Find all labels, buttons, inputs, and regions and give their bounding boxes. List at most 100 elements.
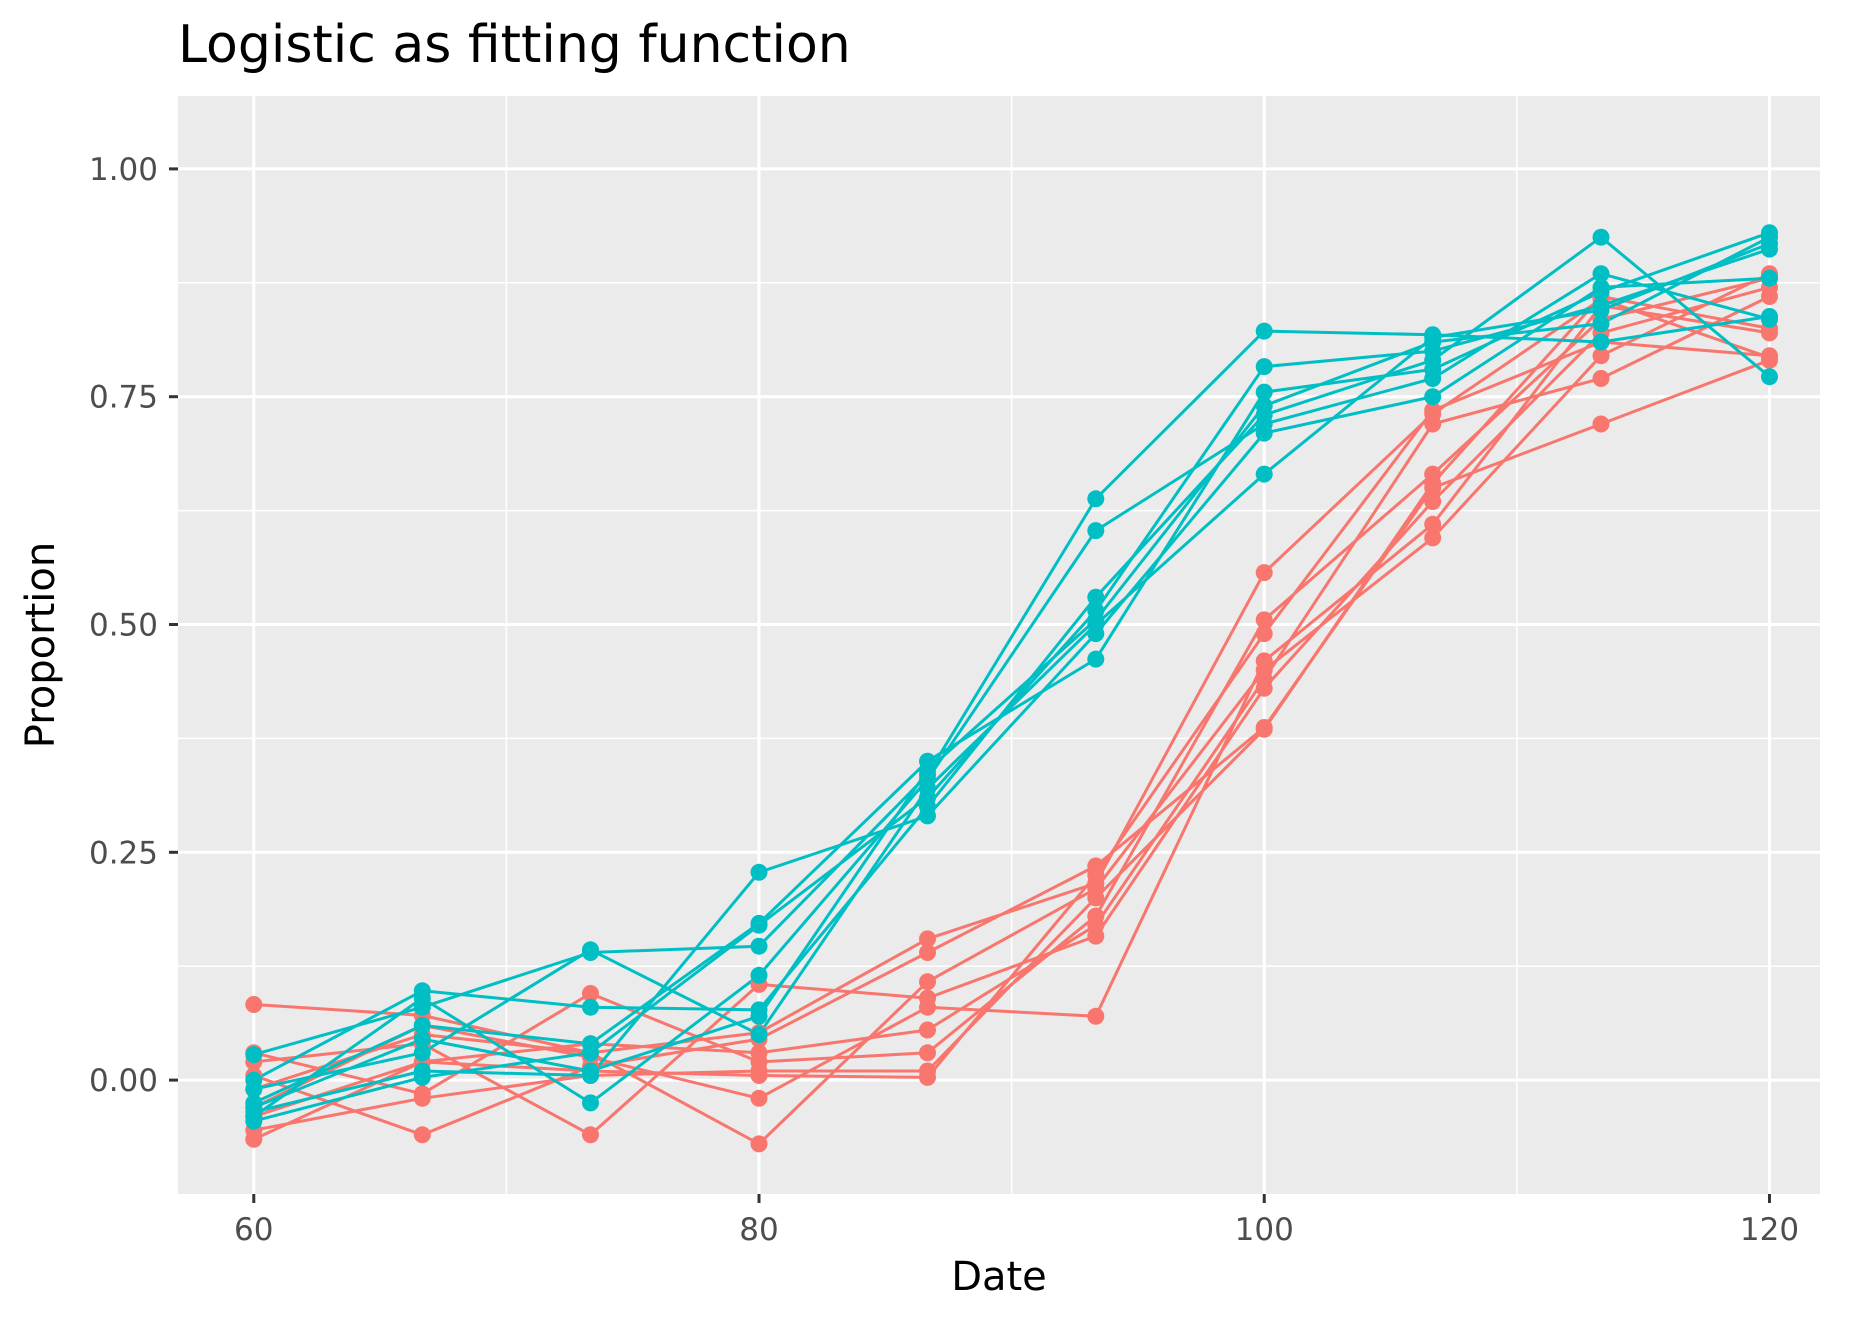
x-tick-label: 120 [1740,1212,1799,1248]
series-points [245,224,1778,1153]
data-point [750,1089,768,1107]
data-point [1424,515,1442,533]
data-point [919,998,936,1016]
data-point [1424,529,1442,547]
minor-gridlines [178,96,1820,1194]
x-axis-title: Date [951,1254,1047,1300]
data-point [1087,889,1105,907]
data-point [1424,388,1442,406]
data-point [1255,611,1273,629]
series-line-6 [253,304,1770,1109]
x-tick-label: 80 [739,1212,778,1248]
data-point [1255,652,1273,670]
series-line-17 [253,235,1771,1109]
data-point [1255,465,1273,483]
data-point [1761,347,1778,365]
data-point [919,807,936,825]
series-line-10 [253,315,1770,1057]
data-point [1255,670,1273,688]
y-axis-title: Proportion [18,542,64,748]
y-tick-label: 0.50 [89,607,158,643]
data-point [1087,588,1105,606]
data-point [1255,625,1273,643]
data-point [750,916,768,934]
data-point [1087,650,1105,668]
data-point [750,863,768,881]
data-point [582,998,599,1016]
chart-title: Logistic as fitting function [178,15,851,75]
data-point [582,985,599,1002]
series-line-8 [253,295,1770,1132]
data-point [582,1044,599,1062]
data-point [1424,493,1442,510]
data-point [919,930,936,948]
data-point [1592,370,1610,387]
data-point [750,1135,768,1153]
data-point [750,1067,768,1084]
data-point [1255,415,1273,433]
data-point [1592,347,1610,365]
data-point [582,1126,599,1144]
data-point [1255,397,1273,415]
data-point [245,1112,263,1130]
data-point [1592,333,1610,351]
series-line-14 [253,276,1770,1114]
data-point [1255,383,1273,401]
data-point [919,761,936,779]
data-point [413,1030,431,1048]
data-point [1592,265,1610,283]
y-tick-label: 0.00 [89,1063,158,1099]
data-point [582,1094,599,1112]
data-point [245,1130,263,1148]
data-point [1761,269,1778,287]
data-point [245,1046,263,1064]
data-point [1761,368,1778,386]
data-point [413,1044,431,1062]
data-point [1087,1007,1105,1025]
data-point [1761,310,1778,328]
data-point [1087,522,1105,540]
data-point [1592,278,1610,296]
data-point [1087,611,1105,629]
y-tick-label: 0.25 [89,835,158,871]
data-point [1761,228,1778,246]
data-point [413,1126,431,1144]
data-point [919,1021,936,1039]
data-point [750,1026,768,1043]
data-point [245,1098,263,1116]
data-point [582,941,599,959]
data-point [1592,297,1610,315]
data-point [1424,415,1442,433]
data-point [1761,288,1778,305]
major-gridlines [178,96,1820,1194]
data-point [1592,415,1610,433]
y-axis: 0.00 0.25 0.50 0.75 1.00 [89,152,178,1099]
series-line-4 [253,358,1771,1137]
data-point [1255,720,1273,738]
data-point [1424,333,1442,351]
x-axis: 60 80 100 120 [234,1194,1799,1248]
data-point [1255,564,1273,582]
data-point [1424,474,1442,492]
data-point [919,1068,936,1086]
data-point [1592,315,1610,333]
data-point [1761,240,1778,258]
data-point [750,1007,768,1025]
data-point [919,1044,936,1062]
data-point [1592,228,1610,246]
data-point [413,1068,431,1086]
x-tick-label: 60 [234,1212,273,1248]
data-point [1255,358,1273,376]
data-point [750,966,768,984]
data-point [1087,866,1105,884]
data-point [919,789,936,807]
data-point [1087,916,1105,934]
series-line-13 [253,231,1770,1105]
x-tick-label: 100 [1235,1212,1294,1248]
data-point [1424,401,1442,419]
data-point [245,996,263,1013]
data-point [582,1062,599,1080]
data-point [413,989,431,1007]
data-point [413,1089,431,1107]
